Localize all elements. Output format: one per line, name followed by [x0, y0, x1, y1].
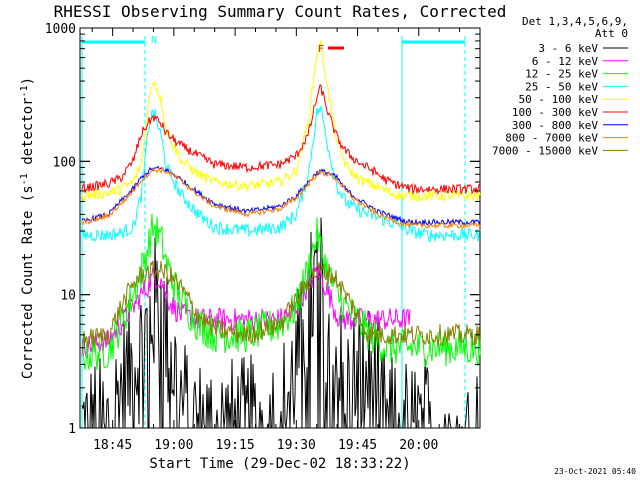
x-axis: 18:45 19:00 19:15 19:30 19:45 20:00	[91, 28, 481, 453]
legend-header: Det 1,3,4,5,6,9,	[522, 15, 628, 28]
region-markers	[81, 36, 466, 428]
flags-group: NF	[151, 35, 344, 55]
legend-entry-label: 100 - 300 keV	[512, 106, 598, 119]
x-tick-label: 19:45	[338, 438, 377, 453]
series-line-5	[81, 84, 481, 196]
legend-entry-label: 3 - 6 keV	[538, 42, 598, 55]
x-tick-label: 19:00	[154, 438, 193, 453]
chart-title: RHESSI Observing Summary Count Rates, Co…	[54, 2, 507, 21]
y-tick-label: 10	[60, 289, 76, 304]
series-line-7	[81, 166, 481, 230]
y-tick-label: 1	[68, 422, 76, 437]
series-line-0	[81, 217, 480, 429]
legend-entry-label: 300 - 800 keV	[512, 119, 598, 132]
flag-label-n: N	[151, 35, 157, 46]
series-line-8	[81, 260, 481, 350]
series-line-2	[81, 213, 481, 371]
y-axis-label: Corrected Count Rate (s-1 detector-1)	[19, 77, 36, 379]
series-line-4	[81, 39, 481, 203]
flag-label-f: F	[318, 44, 324, 55]
legend-header: Att 0	[595, 27, 628, 40]
series-line-3	[81, 106, 481, 242]
x-tick-label: 19:15	[216, 438, 255, 453]
x-tick-label: 18:45	[93, 438, 132, 453]
legend-entry-label: 800 - 7000 keV	[505, 132, 598, 145]
y-tick-label: 1000	[45, 22, 76, 37]
legend-entry-label: 50 - 100 keV	[519, 93, 599, 106]
x-tick-label: 20:00	[399, 438, 438, 453]
legend-entry-label: 6 - 12 keV	[532, 55, 599, 68]
series-group	[81, 39, 481, 429]
y-tick-label: 100	[53, 155, 76, 170]
legend-entry-label: 7000 - 15000 keV	[492, 144, 598, 157]
timestamp: 23-Oct-2021 05:40	[554, 467, 636, 476]
x-axis-label: Start Time (29-Dec-02 18:33:22)	[149, 456, 410, 472]
x-tick-label: 19:30	[277, 438, 316, 453]
legend-entry-label: 12 - 25 keV	[525, 68, 598, 81]
legend-entry-label: 25 - 50 keV	[525, 80, 598, 93]
y-axis: 1 10 100 1000	[45, 22, 480, 437]
